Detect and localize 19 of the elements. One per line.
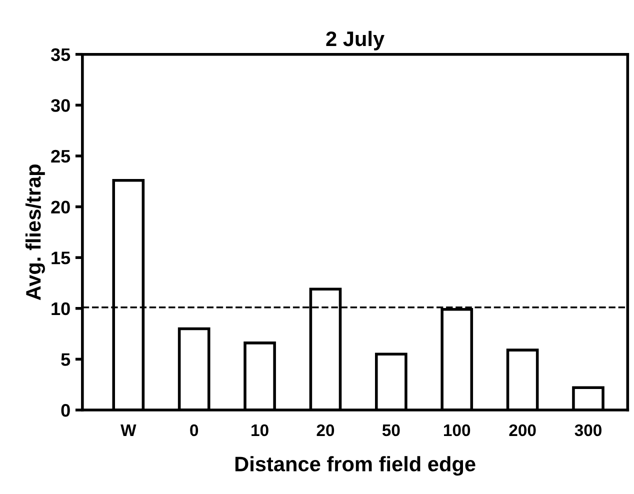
x-tick-label: 100 xyxy=(444,424,470,436)
x-tick-label: 10 xyxy=(252,424,268,436)
x-tick-label: 0 xyxy=(190,424,198,436)
x-tick-label: W xyxy=(120,424,136,436)
y-tick-label: 30 xyxy=(50,99,70,112)
y-tick-label: 0 xyxy=(61,404,70,417)
y-tick-label: 15 xyxy=(52,252,70,264)
x-tick-label: 50 xyxy=(382,424,400,436)
y-tick-label: 10 xyxy=(52,302,70,316)
x-axis-title: Distance from field edge xyxy=(235,456,476,476)
y-tick-label: 25 xyxy=(51,150,70,163)
y-tick-label: 20 xyxy=(51,200,70,214)
y-tick-label: 5 xyxy=(61,353,70,366)
chart-title: 2 July xyxy=(326,30,384,50)
x-tick-label: 20 xyxy=(316,424,334,436)
x-tick-label: 200 xyxy=(509,424,536,436)
x-tick-label: 300 xyxy=(574,424,602,436)
y-axis-title: Avg. flies/trap xyxy=(25,164,45,300)
y-tick-label: 35 xyxy=(50,48,70,62)
